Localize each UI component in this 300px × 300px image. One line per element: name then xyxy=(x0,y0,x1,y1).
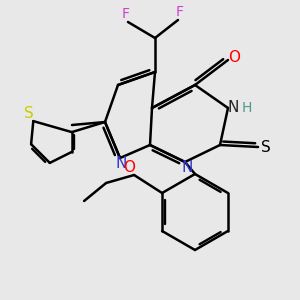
Text: O: O xyxy=(123,160,135,175)
Text: F: F xyxy=(176,5,184,19)
Text: N: N xyxy=(115,157,127,172)
Text: N: N xyxy=(227,100,239,116)
Text: N: N xyxy=(181,160,193,175)
Text: S: S xyxy=(24,106,34,121)
Text: F: F xyxy=(122,7,130,21)
Text: H: H xyxy=(242,101,252,115)
Text: S: S xyxy=(261,140,271,154)
Text: O: O xyxy=(228,50,240,64)
